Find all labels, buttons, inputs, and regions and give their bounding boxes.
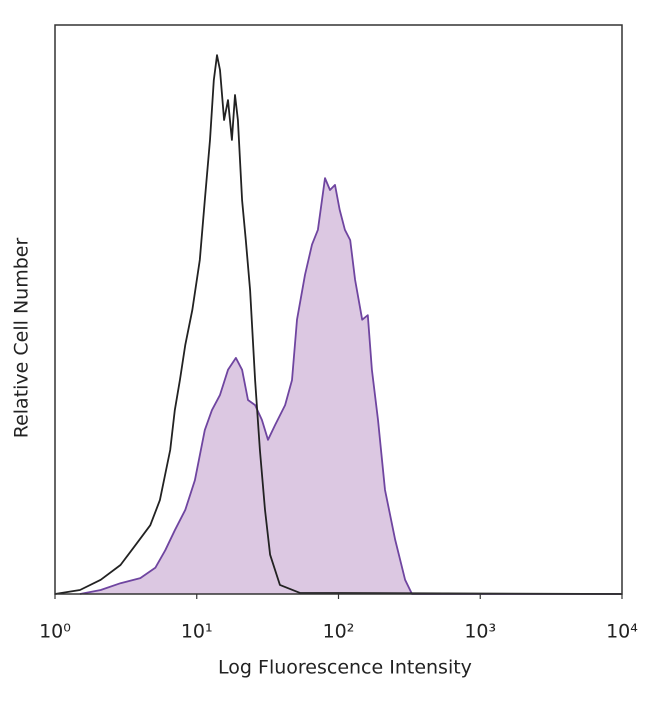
- x-tick-label: 10⁴: [606, 621, 638, 643]
- x-axis-label: Log Fluorescence Intensity: [218, 657, 472, 679]
- y-axis-label: Relative Cell Number: [11, 238, 33, 439]
- series-line: [79, 177, 622, 595]
- x-tick-label: 10³: [464, 621, 496, 643]
- x-tick-label: 10²: [323, 621, 355, 643]
- x-tick-label: 10⁰: [39, 621, 71, 643]
- series-line: [54, 54, 623, 595]
- area-fill: [79, 178, 622, 594]
- x-tick-label: 10¹: [181, 621, 213, 643]
